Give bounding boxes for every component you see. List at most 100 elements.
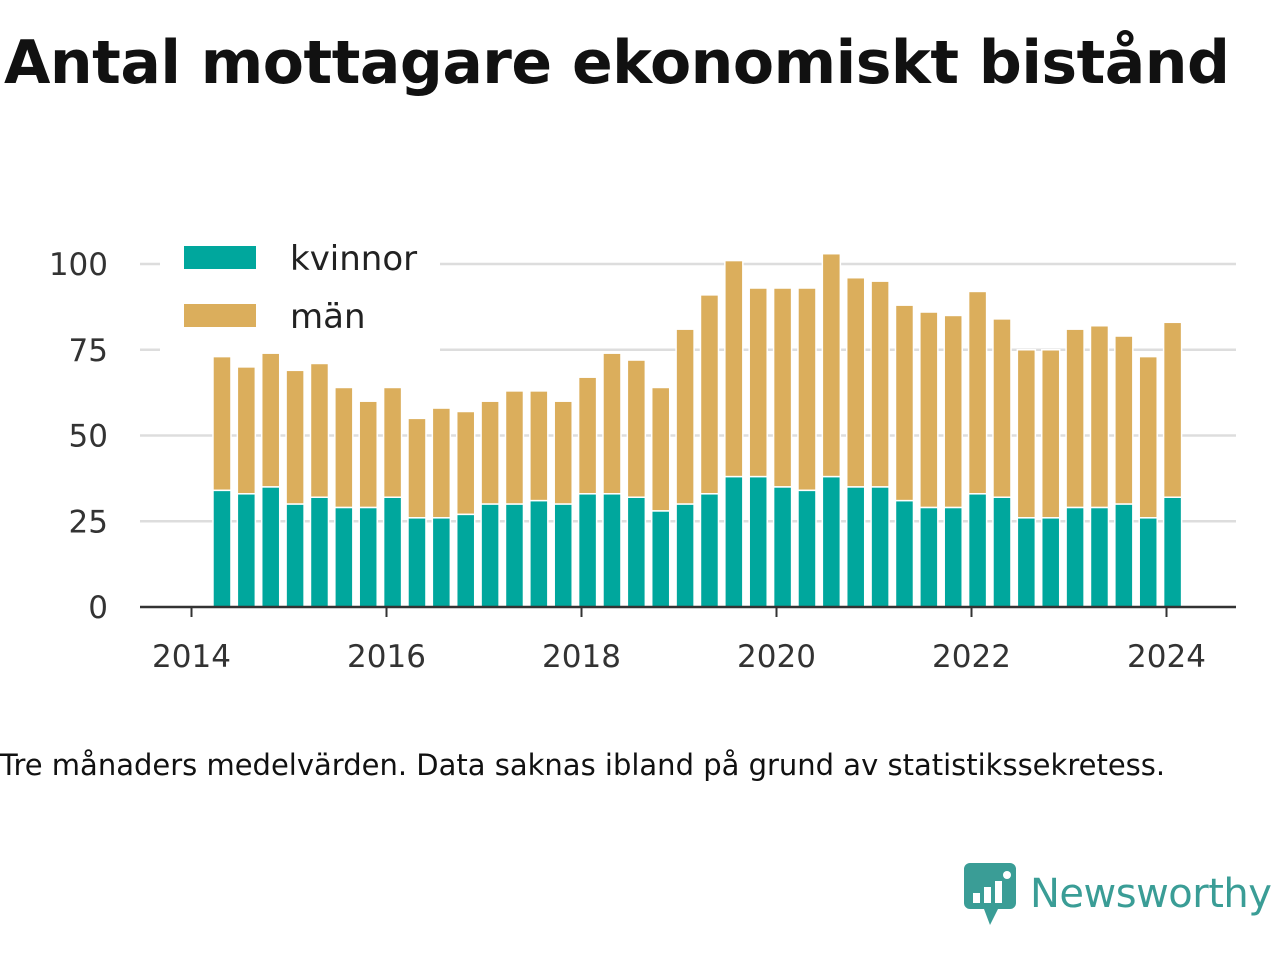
x-tick-label: 2022 — [932, 639, 1011, 675]
bar-kvinnor — [772, 486, 793, 608]
bar-kvinnor — [1040, 517, 1061, 608]
bar-kvinnor — [236, 493, 257, 608]
bar-kvinnor — [504, 503, 525, 608]
bar-man — [1089, 324, 1110, 509]
x-tick-label: 2014 — [152, 639, 231, 675]
bar-kvinnor — [845, 486, 866, 608]
bar-man — [1065, 328, 1085, 509]
bar-kvinnor — [1016, 517, 1037, 608]
brand: Newsworthy — [964, 862, 1272, 926]
bar-man — [772, 287, 793, 488]
bar-kvinnor — [967, 493, 988, 608]
bar-man — [285, 369, 305, 505]
bar-kvinnor — [1114, 503, 1134, 608]
bar-man — [504, 390, 525, 505]
bar-kvinnor — [382, 496, 403, 608]
bar-man — [821, 252, 842, 478]
bar-kvinnor — [309, 496, 330, 608]
chart-note: Tre månaders medelvärden. Data saknas ib… — [0, 748, 1166, 782]
bar-kvinnor — [797, 489, 817, 608]
bar-kvinnor — [577, 493, 598, 608]
bar-man — [382, 386, 403, 498]
bar-kvinnor — [748, 475, 768, 608]
bar-man — [797, 287, 817, 492]
bar-man — [699, 294, 720, 495]
bar-man — [919, 311, 939, 509]
bar-kvinnor — [431, 517, 452, 608]
bar-kvinnor — [943, 506, 963, 608]
x-tick-label: 2024 — [1127, 639, 1206, 675]
chart-title: Antal mottagare ekonomiskt bistånd — [4, 28, 1230, 98]
legend-label-kvinnor: kvinnor — [290, 239, 417, 279]
bar-kvinnor — [992, 496, 1012, 608]
bar-kvinnor — [1162, 496, 1183, 608]
bar-kvinnor — [699, 493, 720, 608]
bar-man — [553, 400, 573, 505]
bar-man — [260, 352, 281, 488]
bar-man — [845, 276, 866, 488]
bar-kvinnor — [626, 496, 647, 608]
legend-swatch-kvinnor — [184, 246, 256, 269]
legend-swatch-man — [184, 304, 256, 327]
bar-man — [1162, 321, 1183, 498]
y-tick-label: 25 — [69, 504, 108, 540]
bar-man — [650, 386, 671, 512]
bar-kvinnor — [407, 517, 427, 608]
bar-man — [212, 355, 232, 492]
bar-man — [309, 362, 330, 498]
bar-kvinnor — [675, 503, 695, 608]
bar-man — [870, 280, 890, 488]
y-tick-label: 75 — [69, 333, 108, 369]
bar-man — [967, 290, 988, 495]
bar-kvinnor — [1138, 517, 1158, 608]
bar-man — [626, 359, 647, 498]
bar-kvinnor — [480, 503, 500, 608]
bar-kvinnor — [724, 475, 744, 608]
bar-kvinnor — [602, 493, 622, 608]
x-tick-label: 2016 — [347, 639, 426, 675]
bar-kvinnor — [212, 489, 232, 608]
legend-label-man: män — [290, 297, 366, 337]
bar-man — [334, 386, 354, 509]
bar-man — [236, 366, 257, 495]
bar-kvinnor — [553, 503, 573, 608]
bar-man — [1016, 349, 1037, 519]
y-tick-label: 100 — [49, 247, 108, 283]
bar-kvinnor — [1089, 506, 1110, 608]
bar-man — [992, 318, 1012, 498]
bar-man — [431, 407, 452, 519]
bar-kvinnor — [919, 506, 939, 608]
bar-kvinnor — [529, 499, 549, 608]
bar-kvinnor — [334, 506, 354, 608]
bar-man — [943, 314, 963, 509]
bar-man — [675, 328, 695, 505]
bar-man — [529, 390, 549, 502]
bar-man — [1114, 335, 1134, 505]
bar-kvinnor — [650, 510, 671, 608]
brand-name: Newsworthy — [1030, 871, 1272, 917]
bar-kvinnor — [455, 513, 476, 608]
x-tick-label: 2018 — [542, 639, 621, 675]
bar-kvinnor — [821, 475, 842, 608]
bar-kvinnor — [894, 499, 915, 608]
bar-man — [602, 352, 622, 495]
y-tick-label: 50 — [69, 419, 108, 455]
bar-man — [577, 376, 598, 495]
bar-kvinnor — [358, 506, 378, 608]
bar-man — [455, 410, 476, 516]
bar-kvinnor — [260, 486, 281, 608]
x-tick-label: 2020 — [737, 639, 816, 675]
bar-man — [358, 400, 378, 509]
bar-kvinnor — [1065, 506, 1085, 608]
bar-man — [407, 417, 427, 519]
bar-kvinnor — [870, 486, 890, 608]
newsworthy-logo-icon — [964, 863, 1016, 925]
bar-kvinnor — [285, 503, 305, 608]
y-tick-label: 0 — [88, 590, 108, 626]
bar-man — [1138, 355, 1158, 519]
bar-man — [724, 259, 744, 478]
bar-man — [748, 287, 768, 478]
bar-man — [894, 304, 915, 502]
bar-man — [1040, 349, 1061, 519]
